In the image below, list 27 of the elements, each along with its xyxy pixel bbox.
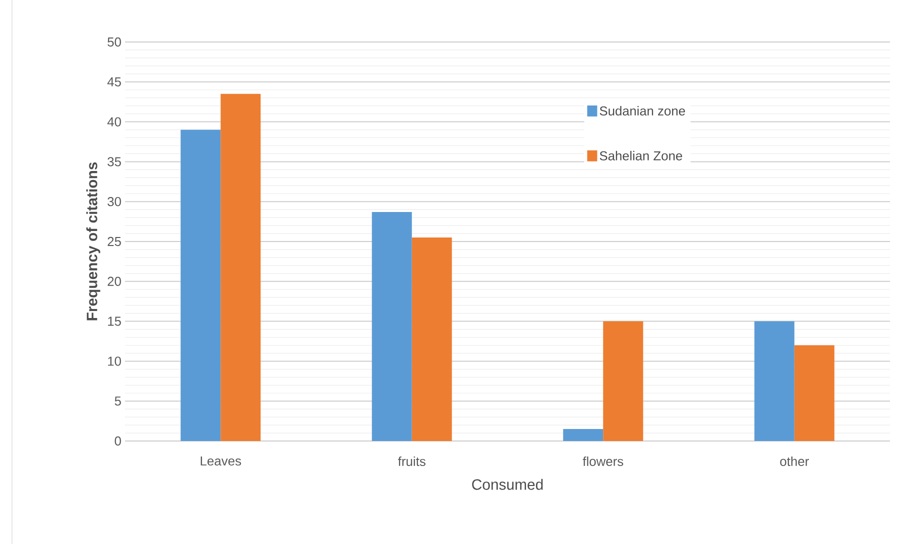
y-tick-label: 35: [108, 157, 121, 166]
y-tick-label: 20: [108, 276, 121, 286]
y-tick-label: 10: [108, 356, 121, 366]
y-axis-title: Frequency of citations: [86, 162, 100, 320]
y-tick-label: 5: [114, 396, 121, 406]
bar: [180, 130, 221, 441]
y-tick-label: 15: [108, 316, 121, 326]
bar: [563, 429, 604, 441]
x-tick-label: flowers: [582, 456, 624, 466]
bar: [220, 94, 261, 441]
bar: [794, 345, 834, 441]
y-tick-label: 50: [108, 37, 121, 47]
x-tick-label: other: [780, 456, 809, 466]
x-axis-title: Consumed: [472, 478, 543, 490]
bar: [754, 321, 794, 441]
legend-label: Sudanian zone: [600, 106, 685, 116]
x-tick-label: Leaves: [200, 456, 242, 466]
y-tick-label: 40: [107, 117, 121, 126]
y-tick-label: 30: [108, 197, 121, 206]
y-tick-label: 25: [108, 236, 121, 246]
y-tick-label: 0: [114, 436, 121, 446]
bar: [372, 212, 412, 441]
y-tick-label: 45: [107, 77, 121, 86]
x-tick-label: fruits: [398, 456, 426, 466]
bar: [412, 238, 452, 441]
legend-label: Sahelian Zone: [600, 150, 682, 160]
bar: [603, 321, 644, 441]
